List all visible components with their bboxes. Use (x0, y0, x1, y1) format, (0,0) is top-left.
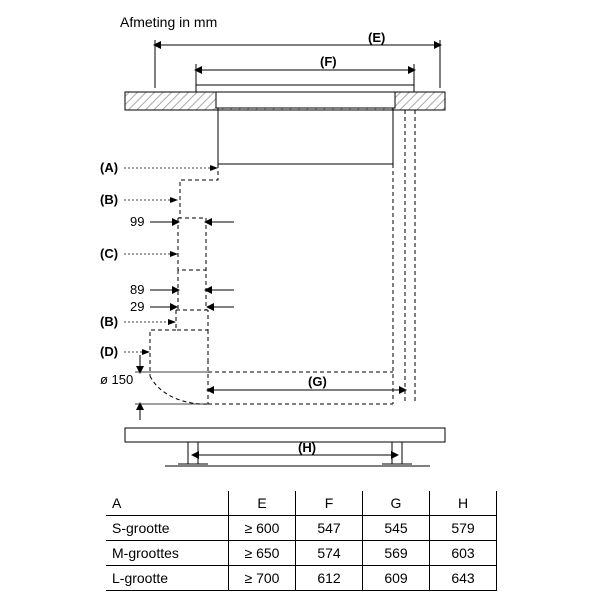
dim-99: 99 (130, 214, 144, 229)
right-dashed (393, 110, 415, 404)
callout-D: (D) (100, 344, 118, 359)
dim-89: 89 (130, 282, 144, 297)
dim-29: 29 (130, 299, 144, 314)
left-duct-dashed (150, 164, 393, 404)
small-dims: 99 89 29 (130, 214, 234, 314)
callout-C: (C) (100, 246, 118, 261)
table-row: M-groottes ≥ 650 574 569 603 (106, 541, 497, 566)
dim-F: (F) (196, 54, 414, 85)
callout-A: (A) (100, 160, 118, 175)
th-H: H (430, 491, 497, 516)
left-callouts: (A) (B) (C) (B) (D) (100, 160, 218, 359)
th-G: G (363, 491, 430, 516)
th-A: A (106, 491, 229, 516)
callout-E: (E) (368, 30, 385, 45)
dim-diam-label: ø 150 (100, 372, 133, 387)
countertop (125, 92, 445, 110)
th-F: F (296, 491, 363, 516)
dimension-table: A E F G H S-grootte ≥ 600 547 545 579 M-… (106, 491, 497, 591)
table-row: L-grootte ≥ 700 612 609 643 (106, 566, 497, 591)
dim-E: (E) (155, 30, 440, 88)
table-row: S-grootte ≥ 600 547 545 579 (106, 516, 497, 541)
dim-G: (G) (208, 374, 405, 390)
callout-B2: (B) (100, 314, 118, 329)
callout-G: (G) (308, 374, 327, 389)
floor (125, 428, 445, 466)
th-E: E (229, 491, 296, 516)
callout-B1: (B) (100, 192, 118, 207)
callout-H: (H) (298, 440, 316, 455)
callout-F: (F) (320, 54, 337, 69)
appliance-outline (196, 85, 414, 164)
dim-diam: ø 150 (100, 355, 208, 420)
